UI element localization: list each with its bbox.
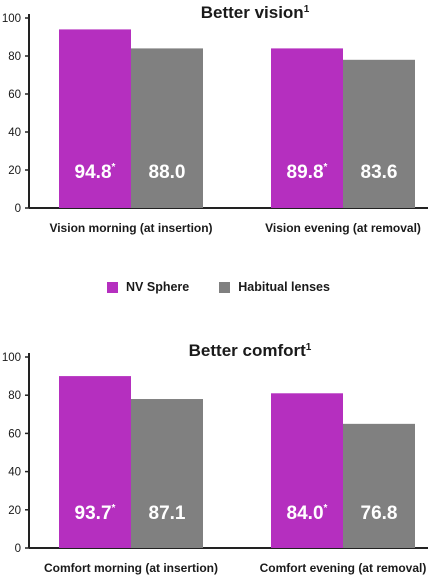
- vision-chart: Better vision1 0 20 40 60 80 100 94.8* 88.0 Visio…: [2, 3, 428, 235]
- bar-habitual-lenses: [343, 59, 415, 208]
- bar-value-label: 93.7*: [75, 503, 116, 524]
- title-superscript: 1: [306, 342, 312, 353]
- bar-value-label: 87.1: [149, 503, 186, 524]
- significance-mark: *: [112, 162, 116, 173]
- legend-swatch-habitual-lenses: [219, 281, 231, 293]
- category-label: Vision morning (at insertion): [49, 221, 212, 235]
- y-tick-label: 60: [8, 89, 21, 101]
- bar-value-label: 84.0*: [287, 503, 328, 524]
- significance-mark: *: [324, 503, 328, 514]
- bar-habitual-lenses: [131, 48, 203, 209]
- bar-value-label: 76.8: [361, 503, 398, 524]
- chart-title: Better vision1: [201, 3, 310, 22]
- category-label: Comfort evening (at removal): [260, 561, 427, 575]
- legend-item-habitual-lenses: Habitual lenses: [219, 280, 330, 294]
- significance-mark: *: [112, 503, 116, 514]
- y-tick-label: 20: [8, 165, 21, 177]
- category-label: Vision evening (at removal): [265, 221, 421, 235]
- category-label: Comfort morning (at insertion): [44, 561, 218, 575]
- bar-value-label: 83.6: [361, 162, 398, 183]
- title-superscript: 1: [304, 4, 310, 15]
- legend-swatch-nv-sphere: [107, 281, 119, 293]
- y-tick-label: 100: [2, 352, 21, 364]
- bar-habitual-lenses: [343, 423, 415, 548]
- y-tick-label: 20: [8, 505, 21, 517]
- bar-value-label: 88.0: [149, 162, 186, 183]
- y-tick-label: 80: [8, 390, 21, 402]
- bar-value-label: 94.8*: [75, 162, 116, 183]
- significance-mark: *: [324, 162, 328, 173]
- bar-nv-sphere: [59, 29, 131, 209]
- y-tick-label: 100: [2, 13, 21, 25]
- legend: NV Sphere Habitual lenses: [0, 275, 437, 299]
- y-tick-label: 60: [8, 428, 21, 440]
- y-tick-label: 40: [8, 467, 21, 479]
- bar-value-label: 89.8*: [287, 162, 328, 183]
- y-tick-label: 0: [15, 543, 21, 555]
- bar-nv-sphere: [271, 393, 343, 548]
- bar-nv-sphere: [271, 48, 343, 209]
- y-tick-label: 80: [8, 51, 21, 63]
- bar-habitual-lenses: [131, 399, 203, 548]
- comfort-chart: Better comfort1 0 20 40 60 80 100 93.7* 87.1 Comf…: [2, 341, 428, 575]
- legend-label-nv-sphere: NV Sphere: [126, 280, 190, 294]
- legend-item-nv-sphere: NV Sphere: [107, 280, 189, 294]
- y-tick-label: 40: [8, 127, 21, 139]
- chart-title: Better comfort1: [189, 341, 312, 360]
- y-tick-label: 0: [15, 203, 21, 215]
- legend-label-habitual-lenses: Habitual lenses: [238, 280, 330, 294]
- bar-nv-sphere: [59, 376, 131, 548]
